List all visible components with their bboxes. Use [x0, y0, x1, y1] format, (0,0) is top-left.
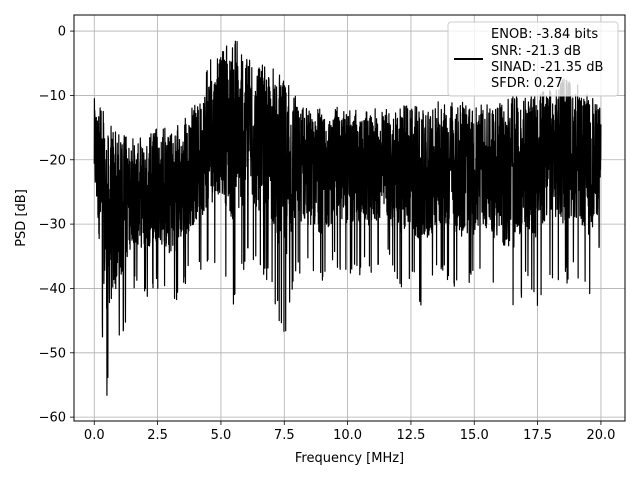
x-tick-label: 0.0 — [84, 428, 105, 443]
y-tick-label: −30 — [39, 218, 66, 233]
y-tick-label: −20 — [39, 153, 66, 168]
x-tick-label: 2.5 — [147, 428, 168, 443]
x-tick-label: 10.0 — [333, 428, 362, 443]
legend-entry-snr: SNR: -21.3 dB — [491, 44, 581, 59]
y-tick-label: −10 — [39, 89, 66, 104]
legend: ENOB: -3.84 bits SNR: -21.3 dB SINAD: -2… — [447, 21, 619, 97]
y-axis: 0 −10 −20 −30 −40 −50 −60 — [39, 25, 74, 426]
legend-box — [447, 21, 619, 97]
y-tick-label: −50 — [39, 346, 66, 361]
x-axis-label: Frequency [MHz] — [295, 451, 404, 466]
legend-entry-enob: ENOB: -3.84 bits — [491, 27, 598, 42]
plot-frame — [73, 14, 626, 422]
series-layer — [93, 40, 602, 396]
y-axis-label: PSD [dB] — [14, 189, 29, 247]
x-tick-label: 7.5 — [274, 428, 295, 443]
x-tick-label: 5.0 — [211, 428, 232, 443]
y-tick-label: −40 — [39, 282, 66, 297]
x-axis: 0.0 2.5 5.0 7.5 10.0 12.5 15.0 17.5 20.0 — [84, 421, 615, 443]
x-tick-label: 17.5 — [523, 428, 552, 443]
y-tick-label: 0 — [58, 25, 66, 40]
x-tick-label: 12.5 — [396, 428, 425, 443]
legend-entry-sinad: SINAD: -21.35 dB — [491, 60, 603, 75]
legend-entry-sfdr: SFDR: 0.27 — [491, 76, 563, 91]
psd-series-line — [93, 40, 602, 396]
y-tick-label: −60 — [39, 411, 66, 426]
x-tick-label: 20.0 — [586, 428, 615, 443]
x-tick-label: 15.0 — [460, 428, 489, 443]
